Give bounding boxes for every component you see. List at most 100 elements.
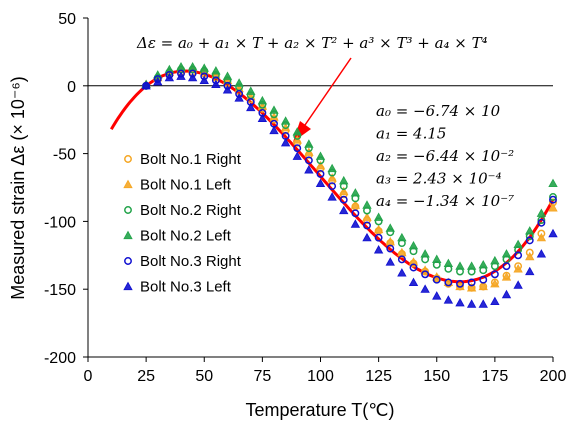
data-point — [164, 72, 175, 82]
data-point — [373, 224, 384, 234]
data-point — [315, 160, 326, 170]
data-point — [269, 125, 279, 135]
data-point — [548, 203, 558, 212]
data-point — [443, 258, 454, 268]
legend-marker — [123, 179, 133, 189]
x-axis-label: Temperature T(℃) — [246, 400, 395, 420]
legend-marker — [124, 257, 132, 265]
data-point — [501, 249, 512, 258]
data-point — [432, 291, 442, 300]
data-point — [315, 151, 326, 160]
data-point — [397, 232, 407, 242]
data-point — [537, 218, 546, 227]
data-point — [478, 281, 488, 291]
data-point — [246, 102, 256, 112]
data-point — [490, 278, 500, 288]
legend-marker — [124, 206, 132, 214]
data-point — [187, 61, 198, 71]
legend-label: Bolt No.1 Left — [140, 177, 232, 194]
data-point — [536, 232, 547, 242]
data-point — [351, 209, 360, 218]
data-point — [478, 259, 488, 269]
data-point — [455, 297, 465, 307]
data-point — [280, 137, 291, 147]
data-point — [222, 85, 233, 94]
data-point — [164, 64, 175, 74]
legend-label: Bolt No.2 Left — [140, 228, 232, 245]
data-point — [385, 257, 395, 266]
y-tick-label: -200 — [44, 350, 76, 367]
data-point — [362, 232, 372, 242]
data-point — [176, 61, 186, 71]
data-point — [362, 212, 372, 221]
legend-label: Bolt No.1 Right — [140, 151, 242, 168]
data-point — [222, 71, 233, 80]
data-point — [199, 75, 209, 84]
x-tick-label: 100 — [307, 368, 334, 385]
data-point — [373, 212, 384, 221]
data-point — [293, 144, 302, 153]
coefficient-line: a₄ = −1.34 × 10⁻⁷ — [376, 192, 514, 210]
data-point — [536, 208, 547, 217]
data-point — [490, 270, 499, 279]
data-point — [525, 236, 534, 245]
data-point — [153, 76, 163, 86]
data-point — [525, 251, 535, 261]
y-tick-label: -150 — [44, 282, 76, 299]
data-point — [315, 178, 326, 188]
data-point — [490, 255, 500, 265]
data-point — [386, 244, 395, 253]
legend-label: Bolt No.3 Left — [140, 279, 232, 296]
data-point — [525, 226, 535, 235]
data-point — [211, 79, 221, 89]
data-point — [304, 156, 313, 165]
legend-label: Bolt No.2 Right — [140, 202, 242, 219]
x-tick-label: 0 — [84, 368, 93, 385]
data-point — [234, 78, 244, 87]
axes: 0 25 50 75 100 125 150 175 200 50 0 -50 -100 -150 -200 — [44, 11, 566, 385]
data-point — [176, 71, 186, 80]
legend-label: Bolt No.3 Right — [140, 253, 242, 270]
data-point — [304, 165, 314, 174]
data-point — [292, 127, 302, 136]
y-axis-label: Measured strain Δε (× 10⁻⁶) — [8, 76, 28, 300]
coefficient-line: a₃ = 2.43 × 10⁻⁴ — [376, 170, 502, 188]
y-tick-label: -100 — [44, 214, 76, 231]
data-point — [513, 280, 523, 289]
x-tick-label: 150 — [423, 368, 450, 385]
data-point — [443, 295, 454, 304]
data-point — [420, 249, 430, 258]
data-point — [211, 66, 221, 75]
data-point — [397, 268, 407, 277]
coefficient-line: a₁ = 4.15 — [376, 125, 446, 143]
data-point — [455, 261, 465, 270]
data-point — [304, 139, 314, 148]
data-point — [385, 223, 395, 232]
data-point — [467, 278, 476, 287]
legend-marker — [124, 155, 132, 163]
coefficients: a₀ = −6.74 × 10 a₁ = 4.15 a₂ = −6.44 × 10⁻… — [376, 102, 514, 210]
data-point — [420, 284, 430, 293]
data-point — [432, 275, 441, 284]
data-point — [501, 272, 512, 281]
arrow-line — [304, 57, 352, 126]
y-tick-label: 50 — [58, 11, 76, 28]
data-point — [246, 86, 256, 95]
data-point — [327, 173, 337, 182]
legend-marker — [123, 230, 133, 240]
data-point — [373, 245, 384, 254]
data-point — [316, 169, 325, 178]
data-point — [234, 93, 244, 102]
data-point — [549, 195, 557, 204]
data-point — [548, 228, 558, 238]
data-point — [408, 277, 419, 287]
data-point — [548, 178, 558, 188]
x-tick-label: 75 — [253, 368, 271, 385]
data-point — [187, 72, 198, 82]
data-point — [292, 151, 302, 160]
data-point — [490, 296, 500, 306]
coefficient-line: a₂ = −6.44 × 10⁻² — [376, 147, 514, 165]
y-tick-label: -50 — [53, 147, 76, 164]
data-point — [350, 188, 361, 197]
